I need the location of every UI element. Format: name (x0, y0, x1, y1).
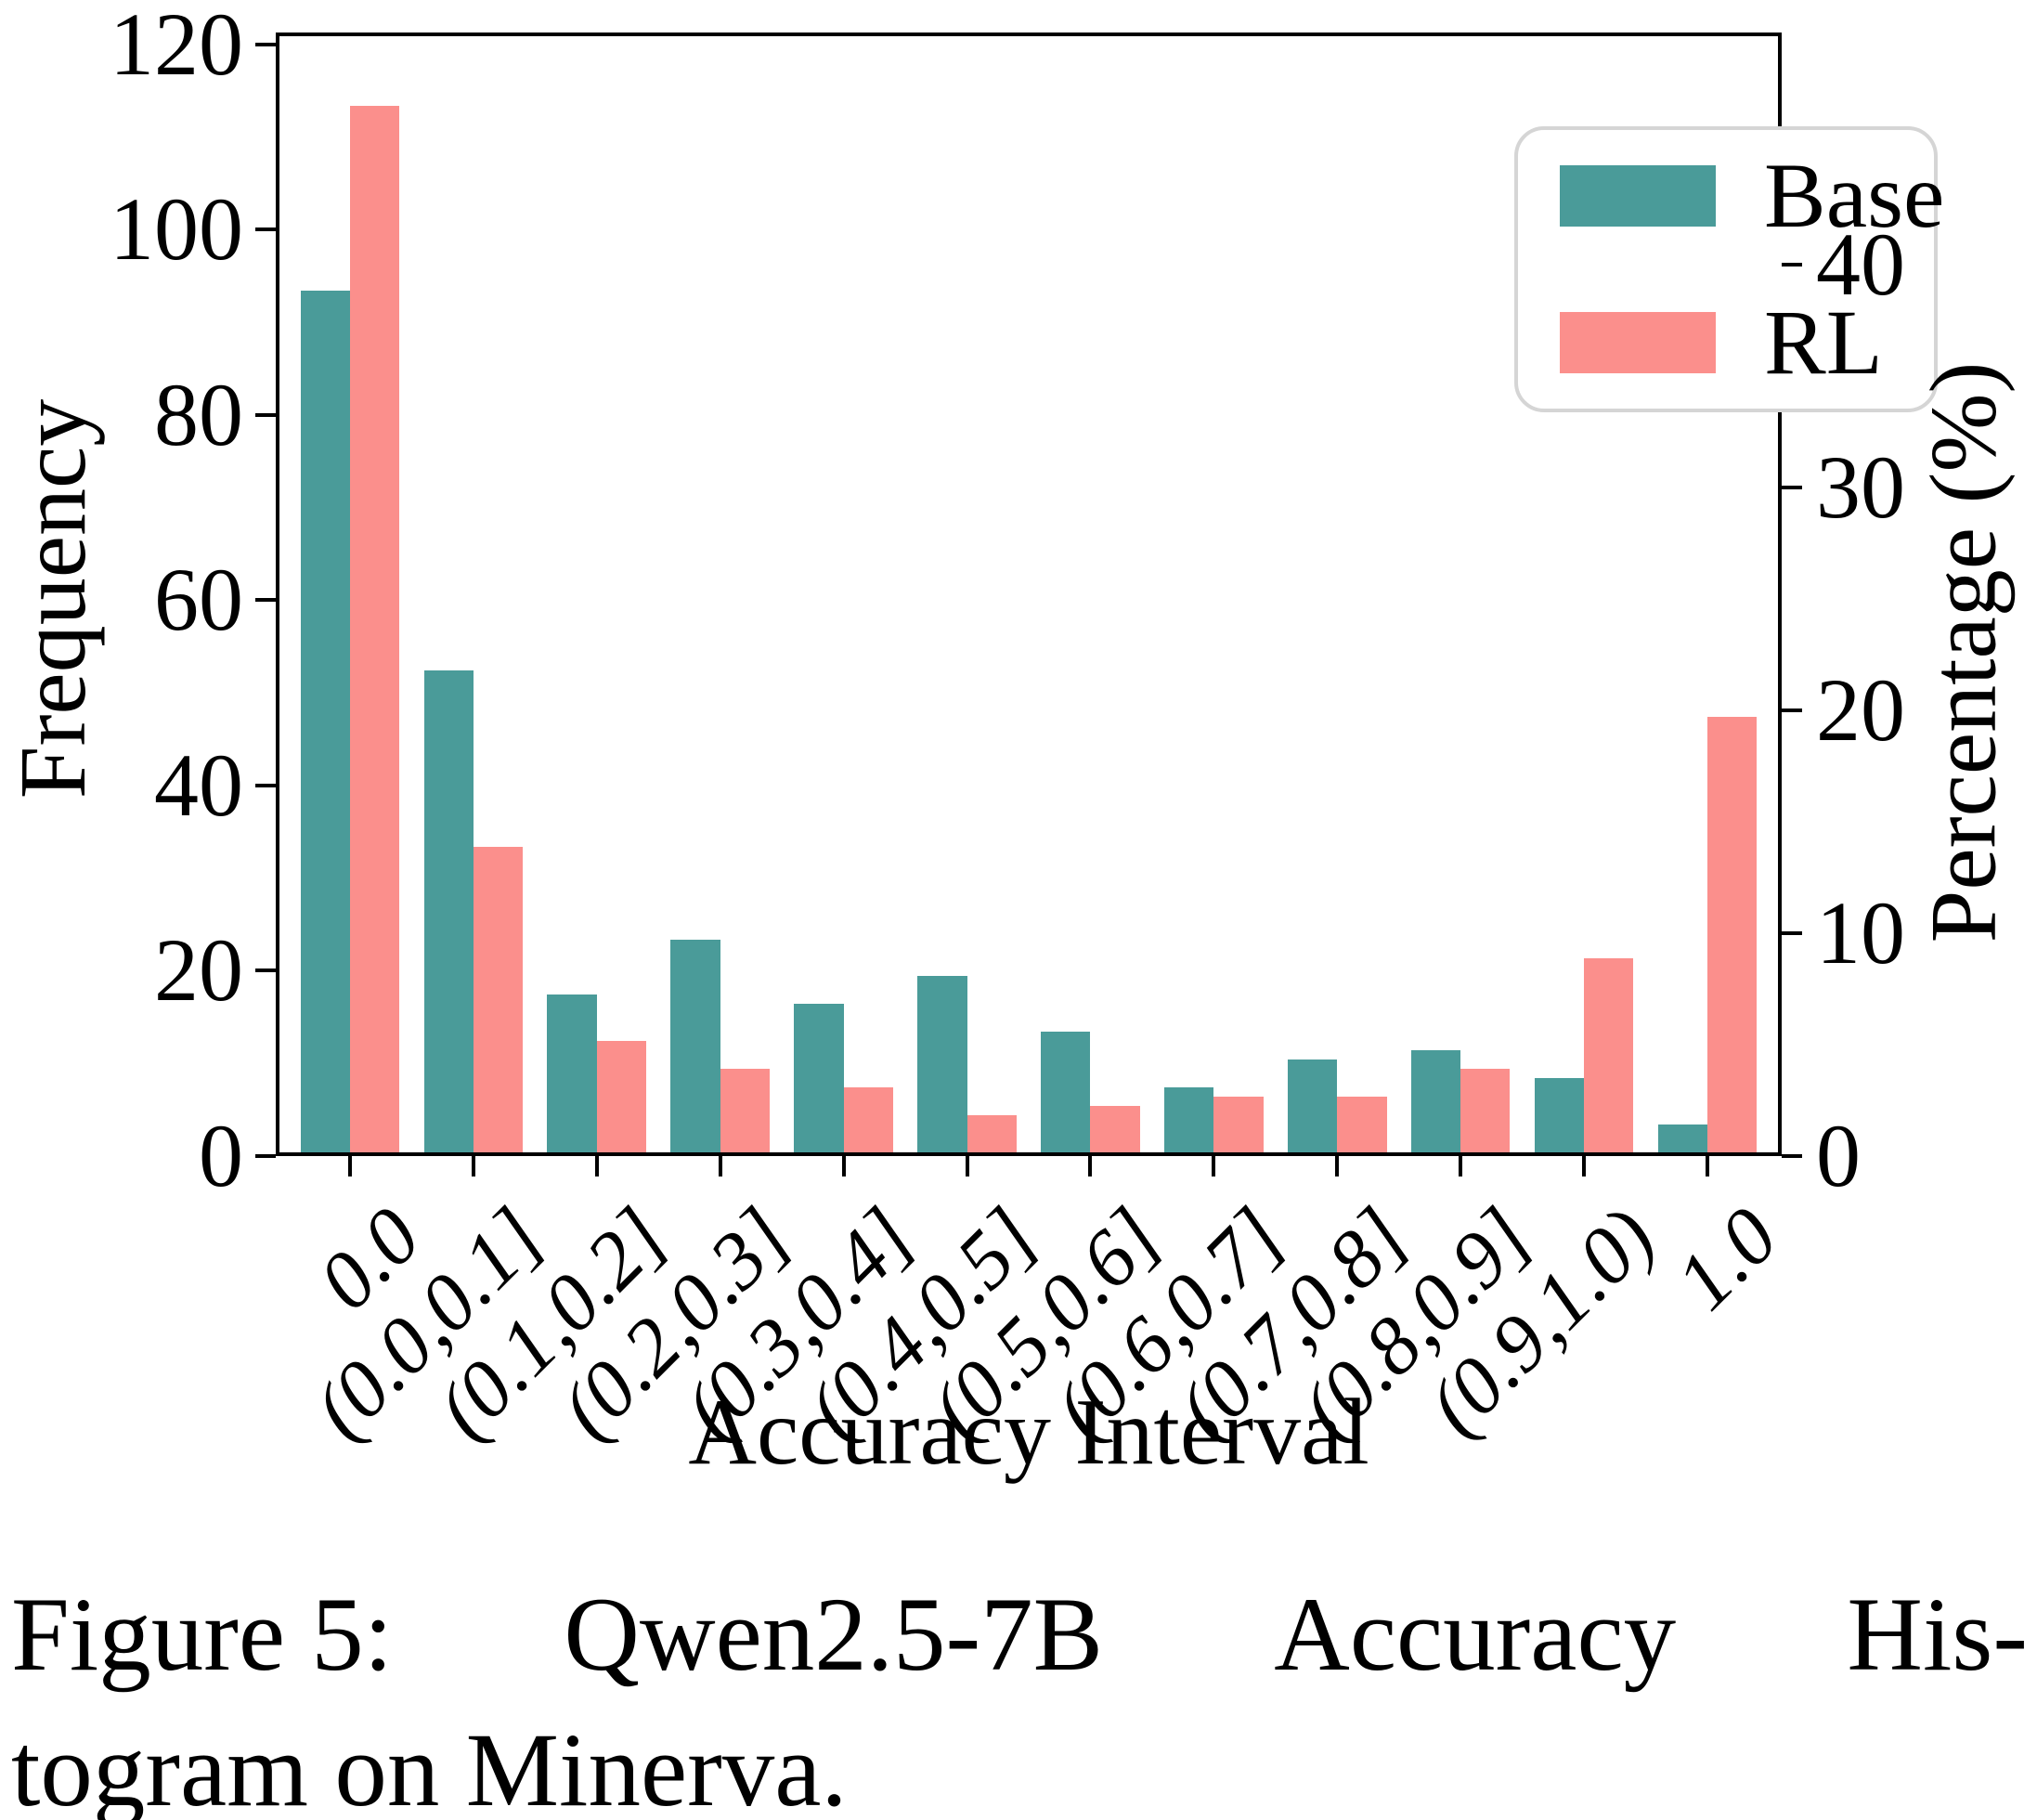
bar-base-8 (1288, 1060, 1338, 1152)
bar-rl-10 (1584, 957, 1634, 1152)
y-axis-label-left: Frequency (1, 398, 106, 800)
x-tick-1 (471, 1156, 475, 1176)
bar-base-10 (1535, 1078, 1585, 1152)
bar-rl-4 (843, 1087, 893, 1152)
bar-rl-8 (1337, 1097, 1387, 1152)
plot-area: Base RL (276, 32, 1944, 1156)
y-left-tick-60 (255, 598, 276, 603)
x-tick-7 (1212, 1156, 1216, 1176)
bar-base-2 (547, 994, 597, 1152)
x-tick-2 (594, 1156, 599, 1176)
bar-rl-5 (967, 1115, 1017, 1152)
x-tick-0 (347, 1156, 352, 1176)
y-left-tick-20 (255, 968, 276, 973)
y-right-tick-20 (1782, 708, 1802, 712)
x-tick-9 (1459, 1156, 1463, 1176)
y-right-tick-40 (1782, 262, 1802, 266)
x-tick-8 (1335, 1156, 1340, 1176)
legend-swatch-base (1560, 165, 1716, 227)
bar-base-1 (423, 670, 474, 1152)
bar-base-7 (1164, 1087, 1214, 1152)
bar-rl-2 (596, 1041, 646, 1152)
y-left-tick-label-0: 0 (199, 1106, 243, 1205)
y-right-tick-0 (1782, 1154, 1802, 1158)
caption-line-1: Figure 5: Qwen2.5-7B Accuracy His- (11, 1567, 2028, 1703)
bar-base-4 (794, 1004, 844, 1152)
bar-rl-1 (473, 846, 523, 1152)
caption-word: Qwen2.5-7B (564, 1577, 1104, 1693)
y-left-tick-40 (255, 783, 276, 787)
bar-base-5 (917, 976, 967, 1152)
y-right-tick-10 (1782, 930, 1802, 935)
bar-base-3 (670, 939, 720, 1152)
x-tick-3 (718, 1156, 722, 1176)
legend-label-rl: RL (1764, 291, 1883, 394)
x-tick-11 (1706, 1156, 1710, 1176)
bar-base-9 (1411, 1050, 1461, 1152)
y-axis-label-right: Percentage (%) (1911, 361, 2017, 943)
bar-rl-3 (720, 1069, 770, 1152)
x-tick-10 (1582, 1156, 1587, 1176)
x-tick-6 (1088, 1156, 1093, 1176)
caption-word: Accuracy (1274, 1577, 1677, 1693)
bar-rl-7 (1213, 1097, 1264, 1152)
legend-label-base: Base (1764, 144, 1945, 247)
x-tick-4 (841, 1156, 846, 1176)
bar-base-6 (1041, 1032, 1091, 1152)
legend-row-base: Base (1560, 150, 1944, 242)
legend: Base RL (1514, 126, 1944, 412)
x-tick-label-text-11: 1.0 (1659, 1190, 1796, 1328)
bar-rl-0 (349, 105, 399, 1152)
y-left-tick-label-20: 20 (154, 920, 243, 1020)
y-right-tick-label-30: 30 (1816, 436, 1905, 537)
y-right-tick-label-40: 40 (1816, 214, 1905, 314)
y-left-tick-120 (255, 42, 276, 46)
caption-line-2: togram on Minerva. (11, 1712, 848, 1820)
y-right-tick-label-0: 0 (1816, 1106, 1861, 1205)
caption-word: Figure 5: (11, 1577, 394, 1693)
y-left-tick-80 (255, 412, 276, 417)
y-left-tick-label-120: 120 (110, 0, 243, 94)
bar-base-11 (1658, 1124, 1708, 1152)
y-right-tick-label-10: 10 (1816, 882, 1905, 982)
y-left-tick-label-40: 40 (154, 734, 243, 835)
y-left-tick-0 (255, 1154, 276, 1158)
bar-base-0 (300, 291, 350, 1152)
y-right-tick-label-20: 20 (1816, 659, 1905, 760)
bar-rl-11 (1707, 717, 1758, 1152)
y-left-tick-label-60: 60 (154, 550, 243, 650)
figure-caption: Figure 5: Qwen2.5-7B Accuracy His- togra… (11, 1567, 2028, 1820)
bar-rl-9 (1460, 1069, 1511, 1152)
x-axis-label: Accuracy Interval (688, 1380, 1369, 1485)
y-left-tick-label-80: 80 (154, 364, 243, 464)
bar-rl-6 (1090, 1106, 1140, 1152)
y-right-tick-30 (1782, 485, 1802, 489)
x-tick-5 (965, 1156, 969, 1176)
y-left-tick-label-100: 100 (110, 179, 243, 280)
caption-word: His- (1847, 1577, 2028, 1693)
legend-row-rl: RL (1560, 296, 1892, 389)
legend-swatch-rl (1560, 312, 1716, 373)
y-left-tick-100 (255, 228, 276, 232)
